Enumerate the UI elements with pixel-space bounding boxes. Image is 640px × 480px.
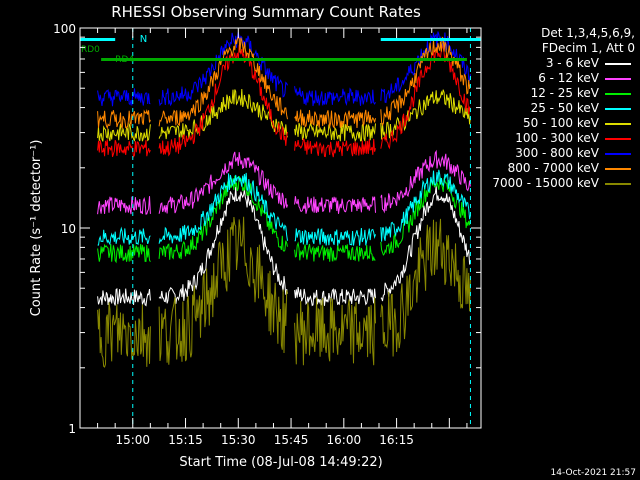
series-trace-8 (97, 35, 471, 130)
x-tick-label: 15:15 (168, 433, 203, 447)
legend-swatch (605, 123, 631, 125)
legend-swatch (605, 108, 631, 110)
legend-entry-label: 7000 - 15000 keV (492, 176, 599, 190)
x-axis-label: Start Time (08-Jul-08 14:49:22) (179, 455, 382, 470)
saa-flag-bar (380, 38, 481, 41)
x-tick-label: 16:15 (379, 433, 414, 447)
legend-swatch (605, 153, 631, 155)
legend: Det 1,3,4,5,6,9, FDecim 1, Att 0 3 - 6 k… (470, 26, 635, 191)
legend-entry: 6 - 12 keV (470, 71, 635, 86)
rd4-flag-label: RD4 (115, 55, 134, 65)
series-trace-4 (97, 169, 471, 246)
chart-title: RHESSI Observing Summary Count Rates (111, 3, 421, 21)
state-flags: N RD0 RD4 (80, 28, 481, 428)
legend-entry: 12 - 25 keV (470, 86, 635, 101)
legend-entry-label: 50 - 100 keV (522, 116, 599, 130)
series-trace-5 (97, 88, 471, 143)
series-trace-7 (97, 31, 471, 107)
y-axis-label: Count Rate (s⁻¹ detector⁻¹) (29, 140, 44, 317)
legend-swatch (605, 138, 631, 140)
x-tick-label: 15:45 (274, 433, 309, 447)
y-tick-label: 1 (68, 422, 76, 436)
y-tick-label: 100 (53, 22, 76, 36)
legend-swatch (605, 63, 631, 65)
render-timestamp: 14-Oct-2021 21:57 (550, 468, 636, 478)
x-axis-ticks: 15:00 15:15 15:30 15:45 16:00 16:15 (79, 28, 468, 447)
legend-entry: 800 - 7000 keV (470, 161, 635, 176)
y-axis-ticks: 1 10 100 (53, 22, 481, 436)
legend-entry-label: 800 - 7000 keV (507, 161, 599, 175)
series-trace-6 (97, 44, 471, 158)
legend-swatch (605, 93, 631, 95)
legend-entry: 50 - 100 keV (470, 116, 635, 131)
x-tick-label: 15:00 (115, 433, 150, 447)
series-trace-9 (97, 216, 471, 368)
saa-flag-bar (80, 38, 116, 41)
legend-swatch (605, 168, 631, 170)
legend-entry: 100 - 300 keV (470, 131, 635, 146)
series-trace-3 (97, 175, 471, 264)
night-flag-label: N (140, 34, 147, 45)
legend-entry-label: 300 - 800 keV (515, 146, 599, 160)
series-trace-1 (97, 185, 471, 308)
x-tick-label: 15:30 (221, 433, 256, 447)
y-tick-label: 10 (61, 222, 76, 236)
series-trace-2 (97, 149, 471, 215)
rd0-flag-label: RD0 (81, 45, 100, 55)
legend-entry-label: 3 - 6 keV (545, 56, 599, 70)
legend-entry-label: 12 - 25 keV (530, 86, 599, 100)
legend-entry: 3 - 6 keV (470, 56, 635, 71)
x-tick-label: 16:00 (327, 433, 362, 447)
legend-entry: 7000 - 15000 keV (470, 176, 635, 191)
legend-swatch (605, 183, 631, 185)
legend-entry: 300 - 800 keV (470, 146, 635, 161)
legend-entry-label: 100 - 300 keV (515, 131, 599, 145)
legend-entry-label: 25 - 50 keV (530, 101, 599, 115)
legend-swatch (605, 78, 631, 80)
legend-header-detectors: Det 1,3,4,5,6,9, (541, 26, 635, 40)
data-traces (97, 31, 471, 368)
legend-header-decimation: FDecim 1, Att 0 (541, 41, 635, 55)
legend-entry: 25 - 50 keV (470, 101, 635, 116)
decimation-flag-bar (101, 58, 467, 61)
legend-entry-label: 6 - 12 keV (538, 71, 599, 85)
